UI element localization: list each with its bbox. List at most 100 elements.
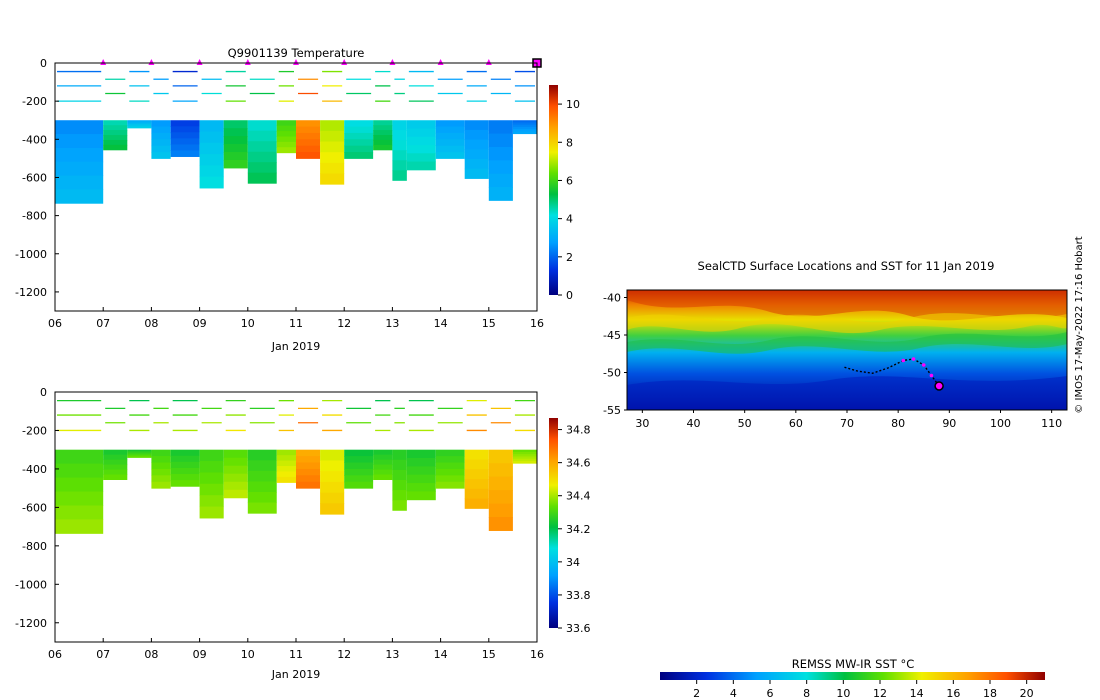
temperature-y-tick-label: -200 <box>22 95 47 108</box>
salinity-profile <box>170 400 200 487</box>
salinity-profile-band <box>170 474 200 481</box>
temperature-profile-band <box>435 139 465 147</box>
salinity-profile-band <box>512 454 537 457</box>
salinity-colorbar-tick-label: 34.8 <box>566 424 591 437</box>
temperature-surface-marker <box>100 59 107 65</box>
sst-colorbar-tick-label: 14 <box>910 687 924 700</box>
salinity-profile-band <box>392 490 407 501</box>
temperature-profile-band <box>247 130 277 142</box>
salinity-profile-band <box>103 449 128 456</box>
temperature-profile-band <box>223 159 248 169</box>
salinity-profile-band <box>464 498 489 509</box>
temperature-x-tick-label: 10 <box>241 317 255 330</box>
salinity-profile-band <box>55 477 104 493</box>
salinity-y-tick-label: -1000 <box>15 578 47 591</box>
temperature-profile-band <box>127 120 152 123</box>
temperature-profile <box>320 70 345 185</box>
salinity-profile-band <box>199 506 224 519</box>
salinity-profile <box>488 407 513 531</box>
map-x-tick-label: 100 <box>990 417 1011 430</box>
temperature-profile-band <box>373 130 393 136</box>
temperature-profile-band <box>170 126 200 133</box>
temperature-profile-band <box>512 129 537 132</box>
temperature-profile <box>276 70 296 154</box>
salinity-profile <box>276 400 296 483</box>
salinity-profile-band <box>512 449 537 453</box>
temperature-plot-title: Q9901139 Temperature <box>228 46 365 60</box>
sst-colorbar-tick-label: 6 <box>767 687 774 700</box>
temperature-profile-band <box>151 152 171 159</box>
salinity-profile-band <box>127 454 152 457</box>
temperature-profile-band <box>488 120 513 135</box>
temperature-profile-band <box>464 139 489 150</box>
sst-colorbar-label: REMSS MW-IR SST °C <box>792 657 915 671</box>
temperature-profile <box>170 70 200 157</box>
sst-colorbar-tick-label: 4 <box>730 687 737 700</box>
temperature-profile-band <box>151 126 171 134</box>
temperature-surface-marker <box>485 59 492 65</box>
salinity-profile-band <box>127 452 152 455</box>
temperature-profile-band <box>247 141 277 153</box>
temperature-profile-band <box>170 132 200 139</box>
salinity-profile <box>199 407 224 519</box>
salinity-profile-band <box>55 463 104 479</box>
temperature-profile-band <box>512 124 537 128</box>
temperature-profile <box>392 78 407 181</box>
temperature-profile <box>406 70 436 171</box>
salinity-profile-band <box>199 472 224 485</box>
temperature-profile-band <box>435 126 465 134</box>
temperature-profile-band <box>464 168 489 179</box>
salinity-profile-band <box>435 475 465 483</box>
salinity-profile-band <box>344 468 374 476</box>
temperature-profile-band <box>199 131 224 144</box>
temperature-profile-band <box>392 170 407 181</box>
salinity-profile-band <box>223 489 248 499</box>
salinity-profile-band <box>435 449 465 457</box>
temperature-profile-band <box>435 120 465 128</box>
salinity-profile-band <box>320 481 345 494</box>
salinity-profile-band <box>373 474 393 480</box>
salinity-profile-band <box>344 475 374 483</box>
temperature-profile <box>103 78 128 151</box>
salinity-profile-band <box>151 456 171 464</box>
map-y-tick-label: -55 <box>603 404 621 417</box>
salinity-colorbar <box>549 418 558 628</box>
salinity-colorbar-tick-label: 34.2 <box>566 523 591 536</box>
temperature-profile-band <box>151 145 171 153</box>
temperature-colorbar-tick-label: 10 <box>566 98 580 111</box>
imos-watermark: © IMOS 17-May-2022 17:16 Hobart <box>1074 236 1085 413</box>
temperature-profile-band <box>296 139 321 147</box>
salinity-profile-band <box>103 454 128 461</box>
temperature-y-tick-label: -600 <box>22 171 47 184</box>
map-y-tick-label: -40 <box>603 292 621 305</box>
temperature-x-tick-label: 08 <box>144 317 158 330</box>
salinity-profile-band <box>223 473 248 483</box>
temperature-profile <box>512 70 537 135</box>
salinity-profile-band <box>103 464 128 471</box>
salinity-profile-band <box>512 458 537 462</box>
salinity-y-tick-label: -600 <box>22 501 47 514</box>
temperature-profile-band <box>512 122 537 126</box>
temperature-x-axis-label: Jan 2019 <box>271 340 320 353</box>
temperature-profile-band <box>392 120 407 131</box>
map-x-tick-label: 30 <box>635 417 649 430</box>
salinity-profile-band <box>151 481 171 489</box>
temperature-profile-band <box>223 128 248 137</box>
temperature-profile <box>151 78 171 159</box>
temperature-profile-band <box>512 131 537 135</box>
temperature-data-layer <box>55 58 542 204</box>
temperature-profile-band <box>435 152 465 159</box>
temperature-y-tick-label: 0 <box>40 57 47 70</box>
temperature-profile-band <box>247 120 277 132</box>
salinity-profile-band <box>512 460 537 464</box>
salinity-profile-band <box>103 474 128 480</box>
temperature-y-tick-label: -800 <box>22 210 47 223</box>
temperature-profile-band <box>296 120 321 128</box>
salinity-profile-band <box>103 459 128 466</box>
temperature-profile-band <box>127 124 152 126</box>
temperature-profile-band <box>223 136 248 145</box>
temperature-section-plot: Q9901139 Temperature 06 07 08 09 10 11 12 13 14 1… <box>15 46 580 353</box>
seal-recent-position <box>929 373 934 378</box>
sst-colorbar-tick-label: 18 <box>983 687 997 700</box>
